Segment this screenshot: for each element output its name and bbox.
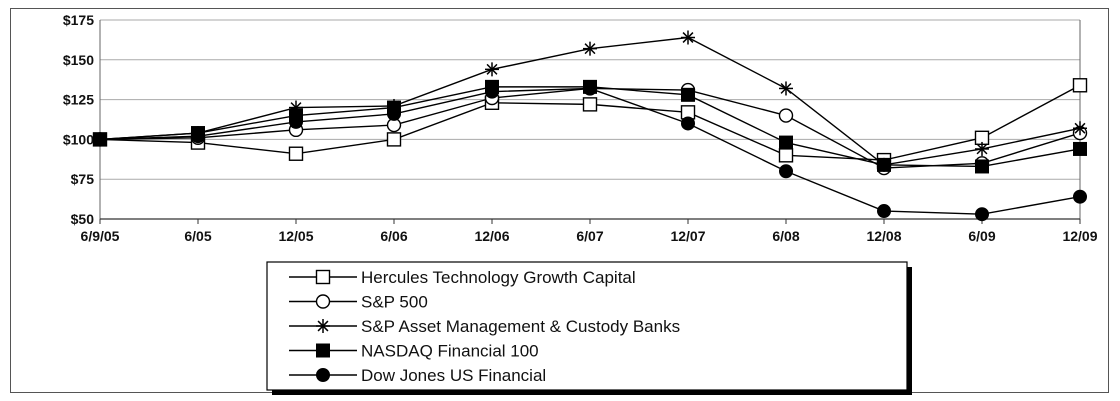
x-tick-label: 12/08 — [866, 228, 901, 244]
legend-label: NASDAQ Financial 100 — [361, 342, 539, 361]
data-point — [779, 81, 793, 96]
series-group — [92, 30, 1088, 222]
data-point — [582, 97, 598, 112]
legend-marker — [315, 269, 331, 285]
x-tick-label: 12/07 — [670, 228, 705, 244]
y-tick-label: $100 — [63, 131, 94, 147]
data-point — [877, 157, 891, 172]
legend-marker — [316, 343, 330, 358]
asterisk-stroke — [584, 43, 596, 55]
x-tick-label: 12/09 — [1062, 228, 1097, 244]
legend-marker — [316, 319, 330, 333]
x-tick-label: 6/06 — [380, 228, 407, 244]
y-tick-label: $125 — [63, 92, 94, 108]
data-point — [975, 159, 989, 174]
data-point — [778, 108, 794, 123]
data-point — [583, 41, 597, 56]
data-point — [386, 132, 402, 147]
x-tick-label: 6/08 — [772, 228, 799, 244]
series-0 — [92, 78, 1088, 168]
legend-box — [266, 261, 908, 391]
series-line — [99, 84, 1081, 161]
data-point — [1073, 121, 1087, 136]
data-point — [779, 135, 793, 150]
data-point — [1073, 141, 1087, 156]
legend: Hercules Technology Growth Capital S&P 50… — [266, 261, 912, 395]
y-tick-label: $75 — [71, 171, 95, 187]
data-point — [191, 129, 205, 144]
data-point — [93, 132, 107, 147]
legend-label: S&P 500 — [361, 293, 428, 312]
data-point — [778, 148, 794, 163]
asterisk-stroke — [682, 32, 694, 43]
data-point — [975, 207, 989, 222]
data-point — [779, 164, 793, 179]
data-point — [877, 204, 891, 219]
asterisk-stroke — [780, 82, 792, 94]
x-tick-label: 6/09 — [968, 228, 995, 244]
x-tick-label: 6/07 — [576, 228, 603, 244]
y-tick-label: $50 — [71, 211, 95, 227]
legend-marker — [315, 294, 331, 309]
data-point — [1073, 189, 1087, 204]
axes: $50 $75 $100 $125 $150 $175 6/9/05 6/05 12/05 6/0… — [63, 12, 1098, 244]
data-point — [485, 84, 499, 99]
data-point — [975, 141, 989, 156]
series-4 — [93, 81, 1087, 222]
data-point — [681, 116, 695, 131]
data-point — [1072, 78, 1088, 93]
data-point — [288, 146, 304, 161]
asterisk-stroke — [486, 63, 498, 75]
data-point — [387, 106, 401, 121]
legend-marker — [316, 368, 330, 382]
data-point — [681, 87, 695, 102]
asterisk-stroke — [976, 143, 988, 155]
asterisk-stroke — [317, 320, 329, 332]
data-point — [681, 30, 695, 45]
asterisk-stroke — [1074, 122, 1086, 134]
legend-label: Hercules Technology Growth Capital — [361, 268, 636, 287]
series-1 — [92, 81, 1088, 176]
y-tick-label: $175 — [63, 12, 94, 28]
legend-label: S&P Asset Management & Custody Banks — [361, 317, 680, 336]
legend-label: Dow Jones US Financial — [361, 366, 546, 385]
x-tick-label: 12/05 — [278, 228, 313, 244]
data-point — [583, 81, 597, 96]
y-tick-label: $150 — [63, 52, 94, 68]
data-point — [289, 114, 303, 129]
data-point — [485, 62, 499, 77]
x-tick-label: 6/9/05 — [81, 228, 120, 244]
x-tick-label: 6/05 — [184, 228, 211, 244]
x-tick-label: 12/06 — [474, 228, 509, 244]
